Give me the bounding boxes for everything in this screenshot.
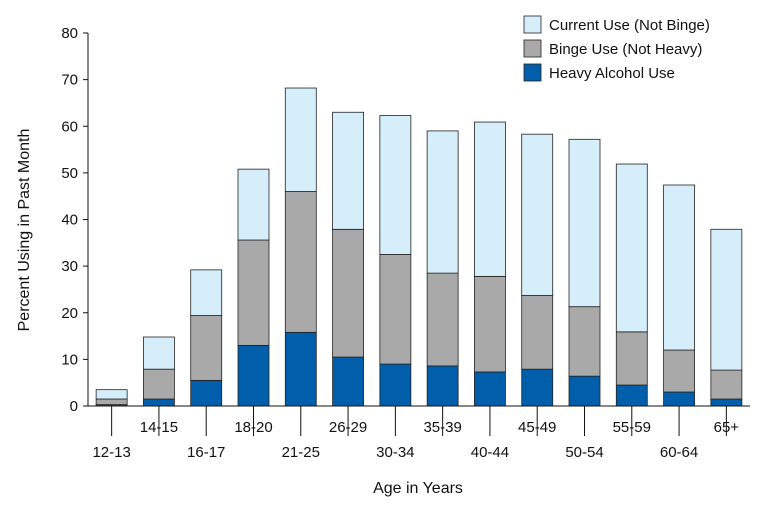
bar-current-use-not-binge-26-29 bbox=[332, 111, 364, 230]
bar-current-use-not-binge-16-17 bbox=[190, 269, 223, 316]
bar-heavy-alcohol-use-40-44 bbox=[474, 371, 506, 407]
legend-swatch-current-use-not-binge bbox=[523, 15, 542, 34]
bar-heavy-alcohol-use-55-59 bbox=[615, 384, 648, 407]
x-tick-label-14-15: 14-15 bbox=[140, 419, 178, 436]
bar-binge-use-not-heavy-21-25 bbox=[284, 191, 317, 333]
x-tick-label-35-39: 35-39 bbox=[423, 419, 461, 436]
y-tick-label: 80 bbox=[61, 25, 78, 42]
bars-group bbox=[95, 87, 743, 407]
bar-heavy-alcohol-use-21-25 bbox=[284, 331, 317, 407]
bar-heavy-alcohol-use-30-34 bbox=[379, 363, 412, 407]
bar-current-use-not-binge-30-34 bbox=[379, 115, 412, 255]
bar-binge-use-not-heavy-60-64 bbox=[663, 349, 695, 393]
y-tick-label: 30 bbox=[61, 258, 78, 275]
y-tick-label: 70 bbox=[61, 72, 78, 89]
x-axis-title: Age in Years bbox=[373, 480, 463, 497]
x-tick-label-26-29: 26-29 bbox=[329, 419, 367, 436]
bar-current-use-not-binge-65 bbox=[710, 228, 743, 371]
y-tick-label: 20 bbox=[61, 305, 78, 322]
bar-heavy-alcohol-use-26-29 bbox=[332, 356, 364, 407]
bar-current-use-not-binge-21-25 bbox=[284, 87, 317, 192]
bar-binge-use-not-heavy-16-17 bbox=[190, 315, 223, 381]
bar-current-use-not-binge-60-64 bbox=[663, 184, 695, 351]
bar-binge-use-not-heavy-12-13 bbox=[95, 398, 128, 406]
bar-heavy-alcohol-use-14-15 bbox=[143, 398, 175, 407]
bar-heavy-alcohol-use-60-64 bbox=[663, 391, 695, 407]
x-tick-label-45-49: 45-49 bbox=[518, 419, 556, 436]
bar-heavy-alcohol-use-18-20 bbox=[237, 344, 270, 407]
bar-binge-use-not-heavy-45-49 bbox=[521, 295, 554, 370]
bar-current-use-not-binge-12-13 bbox=[95, 389, 128, 400]
bar-binge-use-not-heavy-26-29 bbox=[332, 228, 364, 358]
y-tick-label: 50 bbox=[61, 165, 78, 182]
bar-binge-use-not-heavy-14-15 bbox=[143, 368, 175, 400]
y-tick-label: 0 bbox=[70, 398, 78, 415]
legend-swatch-binge-use-not-heavy bbox=[523, 39, 542, 58]
y-tick-label: 60 bbox=[61, 118, 78, 135]
bar-heavy-alcohol-use-16-17 bbox=[190, 379, 223, 407]
x-tick-label-60-64: 60-64 bbox=[660, 444, 698, 461]
bar-current-use-not-binge-18-20 bbox=[237, 168, 270, 241]
bar-current-use-not-binge-45-49 bbox=[521, 133, 554, 296]
x-tick-label-65: 65+ bbox=[714, 419, 740, 436]
bar-heavy-alcohol-use-50-54 bbox=[568, 375, 601, 407]
y-axis-title: Percent Using in Past Month bbox=[16, 129, 33, 332]
x-tick-label-18-20: 18-20 bbox=[234, 419, 272, 436]
legend-swatch-heavy-alcohol-use bbox=[523, 63, 542, 82]
y-tick-label: 10 bbox=[61, 351, 78, 368]
bar-binge-use-not-heavy-50-54 bbox=[568, 306, 601, 377]
bar-current-use-not-binge-14-15 bbox=[143, 336, 175, 370]
x-tick-label-40-44: 40-44 bbox=[471, 444, 509, 461]
bar-current-use-not-binge-50-54 bbox=[568, 138, 601, 308]
bar-current-use-not-binge-40-44 bbox=[474, 121, 506, 277]
bar-binge-use-not-heavy-30-34 bbox=[379, 254, 412, 365]
bar-heavy-alcohol-use-45-49 bbox=[521, 368, 554, 407]
legend-label-binge-use-not-heavy: Binge Use (Not Heavy) bbox=[549, 41, 702, 58]
bar-binge-use-not-heavy-35-39 bbox=[426, 272, 459, 367]
legend-label-heavy-alcohol-use: Heavy Alcohol Use bbox=[549, 65, 675, 82]
x-tick-label-30-34: 30-34 bbox=[376, 444, 414, 461]
y-axis: 0 10 20 30 40 50 60 70 80 bbox=[61, 25, 89, 415]
bar-current-use-not-binge-55-59 bbox=[615, 163, 648, 333]
x-tick-label-12-13: 12-13 bbox=[92, 444, 130, 461]
x-tick-label-16-17: 16-17 bbox=[187, 444, 225, 461]
bar-heavy-alcohol-use-35-39 bbox=[426, 365, 459, 407]
legend: Current Use (Not Binge) Binge Use (Not He… bbox=[523, 15, 710, 82]
legend-label-current-use-not-binge: Current Use (Not Binge) bbox=[549, 17, 710, 34]
bar-binge-use-not-heavy-40-44 bbox=[474, 275, 506, 373]
bar-binge-use-not-heavy-65 bbox=[710, 369, 743, 400]
bar-binge-use-not-heavy-55-59 bbox=[615, 331, 648, 386]
x-axis: 12-13 14-15 16-17 18-20 21-25 26-29 30-34 35-39… bbox=[88, 405, 750, 461]
x-tick-label-21-25: 21-25 bbox=[282, 444, 320, 461]
x-tick-label-50-54: 50-54 bbox=[565, 444, 603, 461]
y-tick-label: 40 bbox=[61, 212, 78, 229]
x-tick-label-55-59: 55-59 bbox=[613, 419, 651, 436]
bar-current-use-not-binge-35-39 bbox=[426, 130, 459, 274]
bar-heavy-alcohol-use-65 bbox=[710, 398, 743, 407]
bar-binge-use-not-heavy-18-20 bbox=[237, 239, 270, 346]
